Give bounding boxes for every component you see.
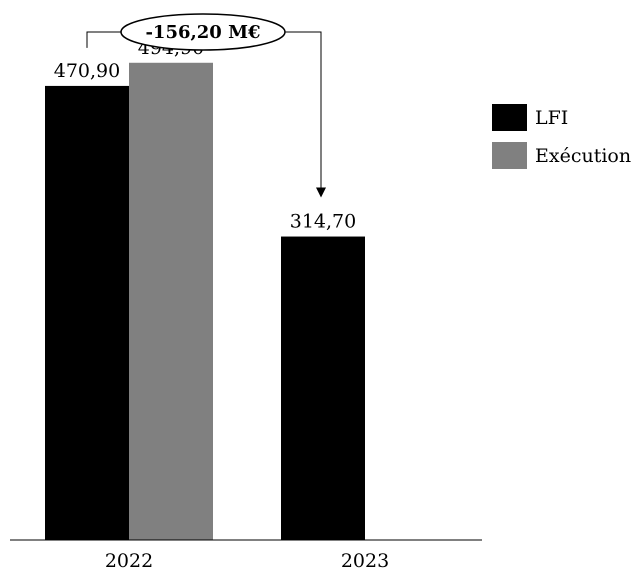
x-tick-label-2022: 2022	[105, 550, 153, 571]
change-annotation: -156,20 M€	[86, 13, 326, 198]
legend-swatch-exécution	[492, 142, 527, 169]
annotation-ellipse	[120, 13, 286, 51]
annotation-line-left	[86, 31, 121, 48]
legend: LFI Exécution	[492, 104, 631, 169]
bar-2022-lfi	[45, 85, 129, 541]
legend-swatch-lfi	[492, 104, 527, 131]
annotation-label: -156,20 M€	[145, 22, 260, 43]
x-tick-labels-layer: 2022 2023	[105, 550, 389, 571]
annotation-arrowhead	[316, 187, 326, 198]
value-label-2023-lfi: 314,70	[290, 211, 356, 233]
bars-layer	[45, 62, 365, 541]
bar-2022-exécution	[129, 62, 213, 541]
bar-2023-lfi	[281, 236, 365, 540]
x-tick-label-2023: 2023	[341, 550, 389, 571]
legend-label-lfi: LFI	[535, 107, 568, 129]
value-label-2022-lfi: 470,90	[54, 60, 120, 82]
annotation-line-right	[285, 31, 322, 189]
legend-label-exécution: Exécution	[535, 145, 631, 167]
